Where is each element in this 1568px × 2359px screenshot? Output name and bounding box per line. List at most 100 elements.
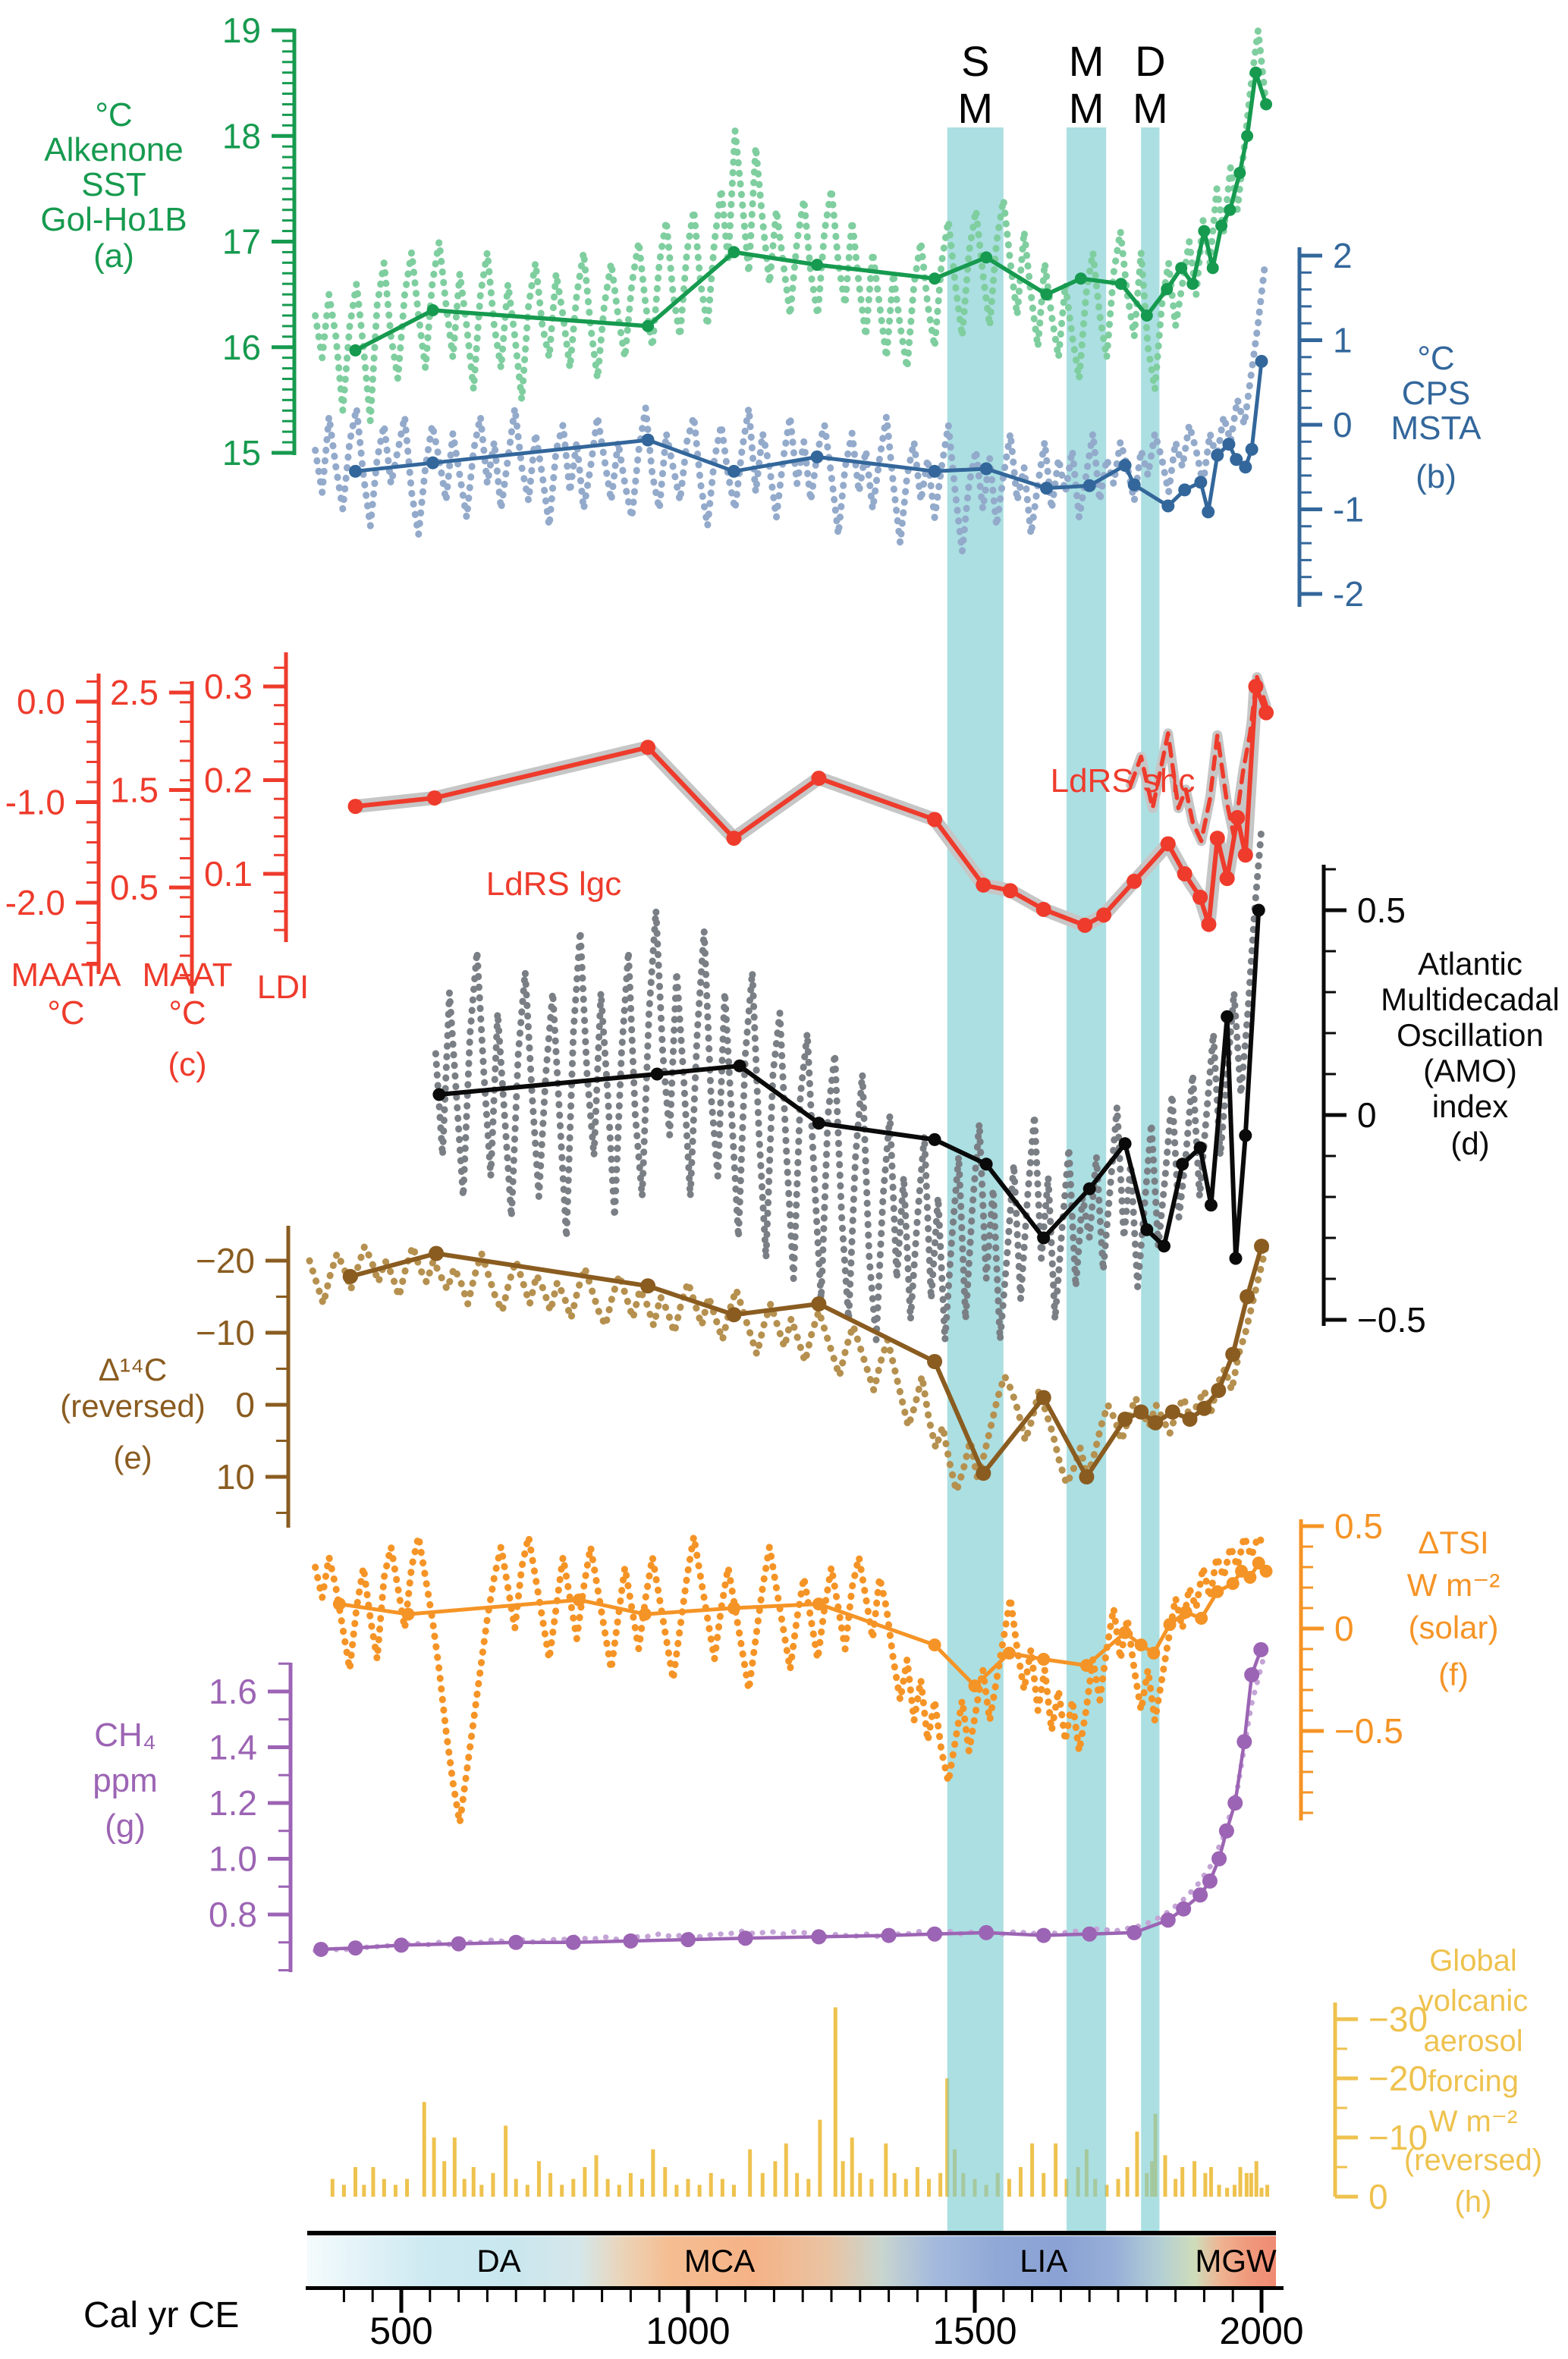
axis-c-MAAT: 2.5 1.5 0.5 (110, 673, 194, 994)
svg-text:1.0: 1.0 (209, 1839, 257, 1879)
svg-text:0.5: 0.5 (1334, 1506, 1383, 1546)
svg-text:W m⁻²: W m⁻² (1407, 1567, 1500, 1603)
svg-text:(e): (e) (113, 1440, 152, 1475)
svg-text:-1: -1 (1333, 490, 1364, 529)
panel-h-title: Global volcanic aerosol forcing W m⁻² (revers… (1404, 1944, 1542, 2219)
svg-text:0.5: 0.5 (1357, 891, 1406, 930)
svg-text:CH₄: CH₄ (94, 1717, 156, 1754)
svg-text:1500: 1500 (932, 2310, 1017, 2352)
svg-text:−20: −20 (1368, 2059, 1428, 2098)
period-label-MGW: MGW (1195, 2243, 1277, 2279)
ldrs-lgc-label: LdRS lgc (486, 865, 622, 903)
axis-b: 2 1 0 -1 -2 (1297, 236, 1364, 614)
svg-text:0.2: 0.2 (204, 761, 253, 800)
panel-f-series (312, 1533, 1273, 1827)
axis-d: 0.5 0 −0.5 (1321, 865, 1426, 1340)
svg-text:0.8: 0.8 (209, 1895, 257, 1934)
period-label-MCA: MCA (684, 2243, 755, 2279)
panel-c-series: LdRS lgc LdRS shc (347, 672, 1274, 933)
svg-text:(reversed): (reversed) (60, 1388, 205, 1424)
svg-text:(reversed): (reversed) (1404, 2144, 1542, 2177)
svg-text:(solar): (solar) (1408, 1610, 1498, 1645)
svg-text:0: 0 (235, 1385, 255, 1425)
axis-c-LDI: 0.3 0.2 0.1 (204, 652, 288, 942)
svg-text:ΔTSI: ΔTSI (1418, 1525, 1488, 1560)
svg-text:°C: °C (1417, 340, 1454, 377)
svg-text:(h): (h) (1455, 2185, 1492, 2219)
svg-text:0: 0 (1334, 1609, 1354, 1648)
axis-e: −20 −10 0 10 (196, 1226, 291, 1528)
svg-text:MAATA: MAATA (11, 956, 121, 994)
svg-text:°C: °C (168, 994, 206, 1032)
svg-text:volcanic: volcanic (1419, 1984, 1529, 2018)
svg-text:0.3: 0.3 (204, 667, 253, 706)
svg-text:Atlantic: Atlantic (1418, 946, 1522, 982)
svg-text:-2: -2 (1333, 574, 1364, 614)
svg-text:W m⁻²: W m⁻² (1429, 2105, 1518, 2138)
svg-text:−0.5: −0.5 (1357, 1300, 1426, 1340)
svg-text:2000: 2000 (1219, 2310, 1303, 2352)
svg-text:-2.0: -2.0 (5, 883, 65, 922)
svg-text:10: 10 (216, 1457, 255, 1497)
svg-text:Gol-Ho1B: Gol-Ho1B (40, 201, 187, 238)
axis-h: −30 −20 −10 0 (1333, 1999, 1428, 2216)
svg-text:15: 15 (222, 433, 261, 473)
panel-d-series (432, 825, 1265, 1344)
svg-text:MSTA: MSTA (1391, 410, 1482, 447)
svg-text:(AMO): (AMO) (1423, 1053, 1517, 1088)
svg-text:index: index (1432, 1088, 1508, 1124)
svg-text:D: D (1135, 37, 1165, 85)
svg-text:Multidecadal: Multidecadal (1381, 982, 1560, 1017)
svg-text:SST: SST (81, 166, 146, 203)
svg-text:1.4: 1.4 (209, 1728, 257, 1767)
svg-text:aerosol: aerosol (1423, 2024, 1522, 2058)
panel-g-series (313, 1641, 1269, 1957)
svg-text:(d): (d) (1450, 1126, 1489, 1161)
time-axis: DA MCA LIA MGW 500 1000 1500 2000 Cal yr CE (83, 2231, 1304, 2352)
svg-text:19: 19 (222, 11, 261, 50)
panel-f-title: ΔTSI W m⁻² (solar) (f) (1407, 1525, 1500, 1692)
svg-text:(f): (f) (1438, 1657, 1469, 1692)
svg-text:1.2: 1.2 (209, 1783, 257, 1823)
svg-text:forcing: forcing (1428, 2065, 1519, 2098)
svg-text:MAAT: MAAT (143, 956, 233, 994)
svg-text:−10: −10 (1368, 2118, 1428, 2157)
svg-text:17: 17 (222, 222, 261, 262)
svg-text:0: 0 (1333, 405, 1353, 444)
axis-a: 19 18 17 16 15 (222, 11, 297, 473)
svg-text:Oscillation: Oscillation (1397, 1017, 1544, 1053)
panel-a-series (312, 27, 1273, 425)
axis-g: 1.6 1.4 1.2 1.0 0.8 (209, 1662, 293, 1972)
svg-text:-1.0: -1.0 (5, 783, 65, 822)
svg-text:16: 16 (222, 328, 261, 367)
svg-text:0: 0 (1368, 2177, 1388, 2216)
svg-text:LDI: LDI (257, 969, 309, 1006)
period-label-DA: DA (476, 2243, 520, 2279)
svg-text:ppm: ppm (93, 1762, 158, 1799)
panel-b-series (312, 260, 1268, 555)
axis-c-MAATA: 0.0 -1.0 -2.0 (5, 674, 101, 974)
svg-text:2: 2 (1333, 236, 1353, 275)
svg-text:500: 500 (369, 2310, 432, 2352)
svg-text:1.5: 1.5 (110, 771, 159, 810)
svg-text:0.1: 0.1 (204, 854, 253, 894)
svg-text:Δ¹⁴C: Δ¹⁴C (99, 1352, 167, 1387)
svg-text:0.0: 0.0 (17, 682, 65, 721)
svg-text:(g): (g) (105, 1808, 146, 1845)
svg-text:1: 1 (1333, 321, 1353, 360)
panel-h-bars (330, 2007, 1270, 2197)
svg-text:°C: °C (95, 96, 132, 133)
svg-text:CPS: CPS (1402, 375, 1470, 412)
ldrs-shc-label: LdRS shc (1051, 762, 1196, 799)
svg-text:M: M (1133, 84, 1168, 132)
svg-text:0.5: 0.5 (110, 868, 159, 907)
svg-text:−20: −20 (196, 1241, 255, 1280)
svg-text:°C: °C (47, 994, 84, 1032)
axis-f: 0.5 0 −0.5 (1299, 1506, 1403, 1820)
svg-text:(a): (a) (93, 237, 134, 275)
svg-text:1.6: 1.6 (209, 1672, 257, 1711)
